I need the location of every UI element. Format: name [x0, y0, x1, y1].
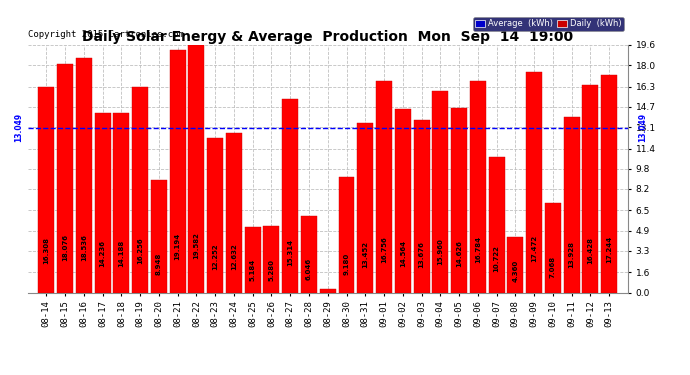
Title: Daily Solar Energy & Average  Production  Mon  Sep  14  19:00: Daily Solar Energy & Average Production …	[82, 30, 573, 44]
Text: 18.076: 18.076	[62, 234, 68, 261]
Text: 5.184: 5.184	[250, 259, 256, 281]
Bar	[507, 237, 523, 292]
Bar	[39, 87, 55, 292]
Bar	[545, 203, 561, 292]
Text: 17.472: 17.472	[531, 235, 537, 262]
Bar	[582, 85, 598, 292]
Bar	[132, 87, 148, 292]
Text: 16.756: 16.756	[381, 237, 387, 263]
Bar	[170, 50, 186, 292]
Text: 5.280: 5.280	[268, 259, 275, 281]
Text: 10.722: 10.722	[493, 246, 500, 273]
Text: 6.046: 6.046	[306, 257, 312, 279]
Text: 12.632: 12.632	[231, 243, 237, 270]
Text: 12.252: 12.252	[213, 243, 218, 270]
Bar	[113, 113, 129, 292]
Bar	[526, 72, 542, 292]
Text: 4.360: 4.360	[513, 260, 518, 282]
Bar	[451, 108, 467, 292]
Bar	[226, 133, 242, 292]
Bar	[601, 75, 617, 292]
Text: 14.188: 14.188	[119, 240, 124, 267]
Text: 16.256: 16.256	[137, 237, 143, 264]
Bar	[433, 91, 448, 292]
Text: 18.536: 18.536	[81, 234, 87, 261]
Bar	[151, 180, 167, 292]
Text: 14.626: 14.626	[456, 240, 462, 267]
Bar	[301, 216, 317, 292]
Text: 13.676: 13.676	[419, 241, 424, 268]
Bar	[564, 117, 580, 292]
Text: 19.582: 19.582	[193, 232, 199, 259]
Bar	[395, 109, 411, 292]
Text: 14.564: 14.564	[400, 240, 406, 267]
Text: 16.308: 16.308	[43, 237, 50, 264]
Text: 9.180: 9.180	[344, 252, 350, 275]
Bar	[76, 58, 92, 292]
Bar	[376, 81, 392, 292]
Bar	[282, 99, 298, 292]
Bar	[413, 120, 429, 292]
Bar	[339, 177, 355, 292]
Bar	[188, 45, 204, 292]
Text: 7.068: 7.068	[550, 256, 556, 278]
Text: 19.194: 19.194	[175, 232, 181, 260]
Text: 15.314: 15.314	[287, 238, 293, 266]
Bar	[95, 113, 110, 292]
Text: 13.049: 13.049	[638, 113, 647, 142]
Text: 16.784: 16.784	[475, 236, 481, 263]
Text: 17.244: 17.244	[606, 236, 612, 262]
Legend: Average  (kWh), Daily  (kWh): Average (kWh), Daily (kWh)	[473, 17, 624, 31]
Text: Copyright 2015 Cartronics.com: Copyright 2015 Cartronics.com	[28, 30, 184, 39]
Text: 8.948: 8.948	[156, 253, 162, 275]
Text: 13.928: 13.928	[569, 241, 575, 268]
Bar	[264, 226, 279, 292]
Text: 13.452: 13.452	[362, 242, 368, 268]
Bar	[319, 289, 336, 292]
Text: 15.960: 15.960	[437, 238, 443, 264]
Bar	[357, 123, 373, 292]
Text: 16.428: 16.428	[587, 237, 593, 264]
Bar	[489, 157, 504, 292]
Bar	[207, 138, 223, 292]
Text: 13.049: 13.049	[14, 113, 23, 142]
Bar	[245, 227, 261, 292]
Bar	[470, 81, 486, 292]
Text: 14.236: 14.236	[99, 240, 106, 267]
Bar	[57, 64, 73, 292]
